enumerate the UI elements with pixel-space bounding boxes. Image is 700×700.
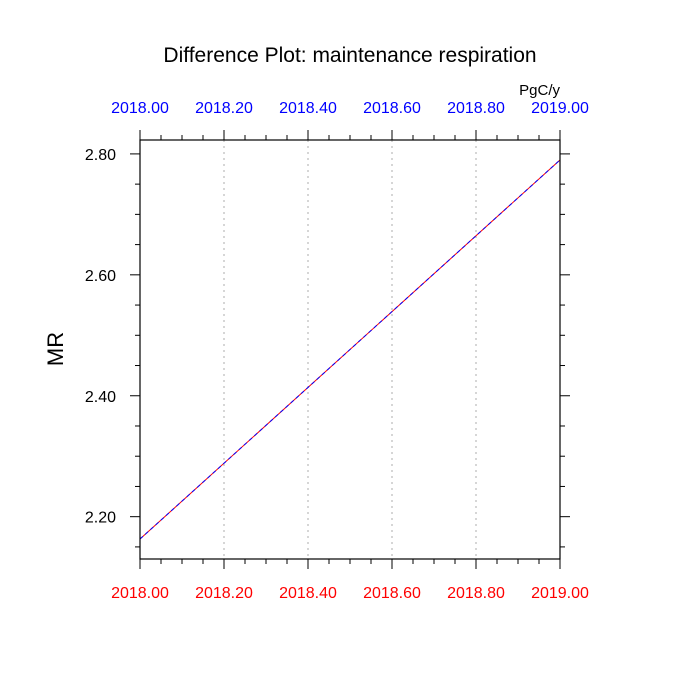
x-tick-label-bottom: 2018.60 <box>363 585 421 602</box>
y-tick-label: 2.40 <box>85 389 116 406</box>
x-tick-label-top: 2018.80 <box>447 100 505 117</box>
x-tick-label-top: 2018.00 <box>111 100 169 117</box>
gridlines <box>223 140 477 559</box>
x-tick-label-bottom: 2018.40 <box>279 585 337 602</box>
x-tick-label-top: 2019.00 <box>531 100 589 117</box>
x-tick-label-top: 2018.40 <box>279 100 337 117</box>
x-tick-label-top: 2018.20 <box>195 100 253 117</box>
y-tick-label: 2.20 <box>85 510 116 527</box>
x-tick-label-bottom: 2018.80 <box>447 585 505 602</box>
chart-title: Difference Plot: maintenance respiration <box>163 44 536 67</box>
axes-ticks: 2018.00 2018.00 2018.20 2018.20 2018.40 2018.… <box>85 100 589 602</box>
y-tick-label: 2.80 <box>85 147 116 164</box>
series-line-2 <box>139 159 561 540</box>
y-tick-label: 2.60 <box>85 268 116 285</box>
units-label: PgC/y <box>519 82 560 99</box>
x-tick-label-top: 2018.60 <box>363 100 421 117</box>
y-axis-label: MR <box>43 332 68 366</box>
x-tick-label-bottom: 2018.00 <box>111 585 169 602</box>
x-tick-label-bottom: 2019.00 <box>531 585 589 602</box>
x-tick-label-bottom: 2018.20 <box>195 585 253 602</box>
series-group <box>139 159 561 540</box>
